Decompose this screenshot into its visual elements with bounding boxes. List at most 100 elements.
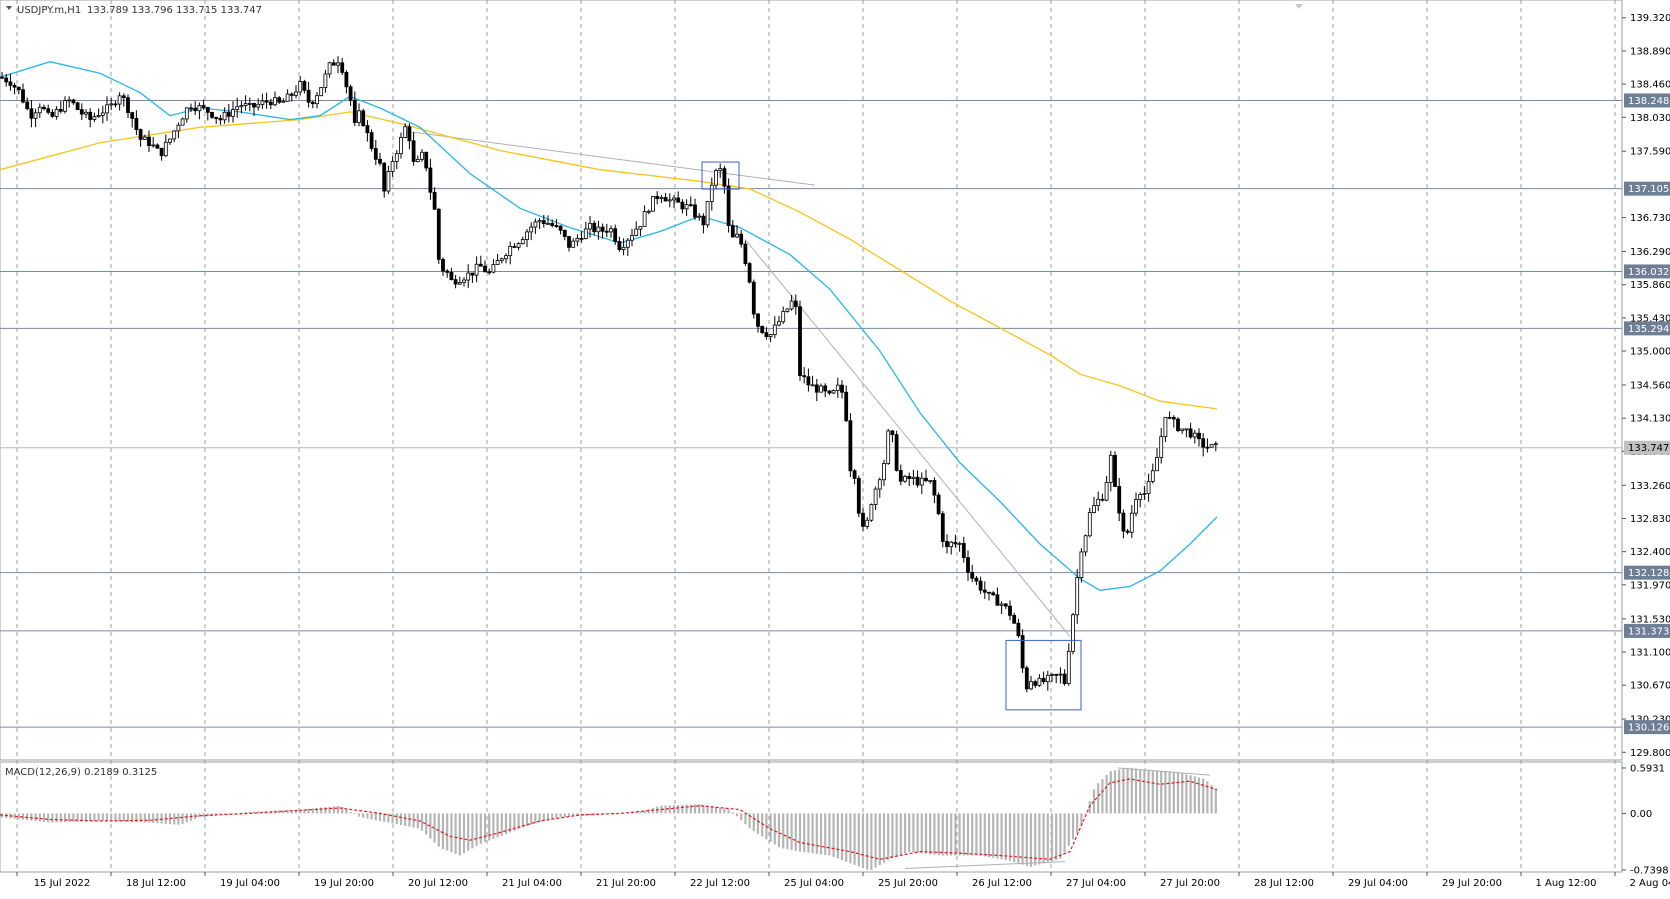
candle-body: [1146, 481, 1151, 494]
candle-body: [688, 204, 693, 207]
candle-body: [25, 101, 30, 110]
candle-body: [940, 513, 945, 542]
ohlc-readout: 133.789 133.796 133.715 133.747: [87, 5, 262, 16]
candle-body: [777, 321, 781, 326]
candle-body: [1071, 614, 1075, 652]
price-tick-label: 138.460: [1630, 80, 1670, 91]
candle-body: [16, 86, 21, 91]
chevron-down-icon[interactable]: [6, 6, 12, 10]
candle-body: [4, 77, 9, 83]
macd-divergence-line[interactable]: [904, 767, 1211, 869]
candle-body: [58, 109, 63, 112]
candle-body: [84, 111, 88, 115]
candle-body: [596, 226, 601, 233]
candle-body: [760, 325, 765, 334]
candle-body: [735, 233, 739, 238]
rectangle-objects[interactable]: [701, 161, 1082, 711]
time-label: 25 Jul 04:00: [784, 878, 844, 889]
candle-body: [861, 512, 865, 527]
candle-body: [919, 477, 924, 486]
candle-body: [1113, 454, 1117, 487]
candle-body: [873, 488, 878, 505]
candle-body: [676, 197, 681, 203]
candle-body: [172, 130, 177, 140]
price-tick-label: 132.830: [1630, 514, 1670, 525]
candle-body: [1184, 428, 1189, 431]
time-label: 19 Jul 04:00: [220, 878, 280, 889]
candle-body: [520, 239, 525, 244]
candle-body: [302, 81, 307, 91]
candle-body: [436, 208, 441, 260]
candle-body: [1075, 577, 1080, 616]
candle-body: [747, 263, 752, 283]
candle-body: [201, 105, 206, 108]
candle-body: [121, 95, 126, 99]
candle-body: [827, 390, 832, 394]
candle-body: [252, 103, 256, 108]
rectangle-object[interactable]: [1005, 639, 1082, 711]
candle-body: [1100, 498, 1105, 501]
trendline[interactable]: [404, 130, 816, 186]
candle-body: [277, 97, 282, 103]
candle-body: [0, 76, 4, 79]
candle-body: [378, 158, 382, 164]
candle-body: [571, 240, 576, 248]
candle-body: [583, 228, 588, 239]
candle-body: [193, 107, 198, 112]
time-label: 28 Jul 12:00: [1254, 878, 1314, 889]
trendline[interactable]: [744, 238, 1071, 637]
trendlines[interactable]: [404, 130, 1071, 637]
candle-body: [785, 308, 790, 312]
macd-divergence[interactable]: [1117, 767, 1211, 776]
candle-body: [42, 106, 46, 110]
candle-body: [142, 136, 147, 140]
candle-body: [541, 220, 546, 225]
candle-body: [604, 230, 609, 233]
candle-body: [693, 204, 697, 218]
candle-body: [617, 241, 622, 250]
candle-body: [449, 271, 454, 280]
candle-body: [323, 73, 328, 88]
candle-body: [1016, 622, 1021, 637]
level-label-bg: [1624, 565, 1670, 580]
candle-body: [1117, 486, 1122, 514]
candle-body: [205, 107, 210, 113]
candle-body: [1092, 505, 1096, 513]
candle-body: [932, 480, 937, 496]
candle-body: [331, 62, 336, 66]
candle-body: [29, 108, 34, 119]
candle-body: [550, 222, 555, 226]
time-label: 21 Jul 20:00: [596, 878, 656, 889]
candle-body: [789, 300, 794, 310]
candle-body: [613, 228, 618, 242]
candle-body: [768, 334, 773, 338]
rectangle-object[interactable]: [701, 161, 740, 190]
candle-body: [457, 282, 462, 285]
candle-body: [189, 107, 193, 110]
candle-body: [96, 114, 101, 118]
candle-body: [798, 306, 802, 376]
candle-body: [525, 231, 529, 240]
candle-body: [294, 91, 298, 96]
candle-body: [1108, 454, 1113, 483]
macd-divergence-lower[interactable]: [904, 861, 1066, 869]
candle-body: [1205, 446, 1210, 449]
price-tick-label: 131.100: [1630, 647, 1670, 658]
candle-body: [306, 89, 311, 103]
candle-body: [970, 571, 975, 579]
candle-body: [130, 112, 135, 119]
time-label: 29 Jul 04:00: [1348, 878, 1408, 889]
candle-body: [718, 168, 723, 171]
candle-body: [180, 118, 185, 126]
candle-body: [134, 117, 139, 130]
candle-body: [642, 211, 647, 227]
candle-body: [1054, 673, 1059, 676]
candle-body: [508, 246, 513, 257]
candle-body: [403, 126, 408, 138]
candle-body: [37, 106, 42, 114]
shift-marker-icon[interactable]: [1295, 4, 1303, 9]
level-label: 138.248: [1628, 96, 1669, 107]
candle-body: [100, 112, 105, 116]
